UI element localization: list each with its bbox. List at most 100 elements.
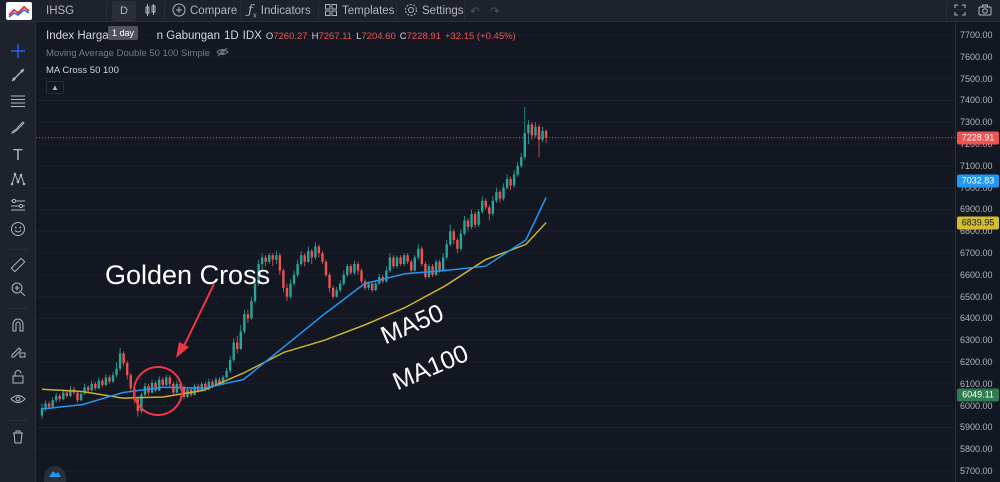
candle-body — [275, 255, 278, 260]
zoom-tool[interactable] — [6, 280, 30, 302]
candle-body — [40, 407, 44, 416]
price-tick-label: 6200.00 — [960, 357, 993, 368]
candle-body — [104, 377, 108, 385]
candle-body — [335, 290, 338, 297]
settings-label: Settings — [422, 5, 464, 17]
compare-button[interactable]: Compare — [172, 0, 237, 22]
fullscreen-button[interactable] — [954, 0, 966, 22]
candle-body — [367, 283, 370, 288]
candle-body — [278, 255, 282, 271]
logo-icon[interactable] — [0, 0, 38, 22]
price-tick-label: 7700.00 — [960, 30, 993, 41]
price-tick-label: 7500.00 — [960, 73, 993, 84]
undo-button[interactable]: ↶ — [470, 0, 480, 22]
interval-button[interactable]: D — [112, 1, 136, 21]
price-tick-label: 5900.00 — [960, 422, 993, 433]
trend-line-tool[interactable] — [6, 66, 30, 88]
candle-body — [214, 379, 218, 387]
pattern-icon — [10, 171, 26, 192]
pattern-tool[interactable] — [6, 170, 30, 192]
symbol-label: IHSG — [46, 5, 75, 17]
candle-body — [385, 270, 388, 282]
fib-retracement-icon — [10, 93, 26, 114]
candle-body — [346, 266, 349, 275]
ma100-tag: 6839.95 — [957, 216, 999, 230]
high-value: 7267.11 — [318, 31, 353, 42]
price-chart[interactable] — [36, 22, 955, 482]
lock-drawings-tool[interactable] — [6, 342, 30, 364]
price-tick-label: 7300.00 — [960, 117, 993, 128]
lock-tool[interactable] — [6, 368, 30, 390]
open-label: O — [265, 31, 274, 42]
zoom-in-icon — [10, 281, 26, 302]
candle-body — [481, 200, 484, 212]
candle-body — [466, 220, 470, 227]
candle-body — [296, 263, 299, 275]
candle-body — [257, 263, 260, 284]
templates-button[interactable]: Templates — [324, 0, 394, 22]
crosshair-icon — [10, 43, 26, 64]
emoji-tool[interactable] — [6, 220, 30, 242]
redo-button[interactable]: ↷ — [490, 0, 500, 22]
collapse-legend-button[interactable]: ▲ — [46, 81, 64, 94]
hide-eye-icon[interactable] — [216, 47, 229, 60]
compare-label: Compare — [190, 5, 238, 17]
candle-body — [303, 255, 306, 262]
brush-tool[interactable] — [6, 118, 30, 140]
candle-body — [47, 403, 51, 407]
symbol-legend[interactable]: Index Harga n Gabungan 1D IDX O7260.27 H7267.… — [46, 30, 524, 42]
remove-drawings-tool[interactable] — [6, 428, 30, 450]
divider — [240, 2, 241, 20]
magnet-tool[interactable] — [6, 316, 30, 338]
indicator-legend-ma-cross[interactable]: MA Cross 50 100 — [46, 65, 119, 76]
candle-body — [512, 174, 516, 186]
indicator-legend-ma-double[interactable]: Moving Average Double 50 100 Simple — [46, 47, 229, 60]
measure-tool[interactable] — [6, 256, 30, 278]
candle-body — [399, 257, 402, 264]
interval-tooltip: 1 day — [108, 26, 139, 40]
price-axis[interactable]: 7700.007600.007500.007400.007300.007200.… — [955, 22, 1000, 482]
fib-tool[interactable] — [6, 92, 30, 114]
candle-body — [246, 314, 250, 319]
price-tick-label: 6400.00 — [960, 313, 993, 324]
undo-icon: ↶ — [470, 6, 480, 18]
indicators-button[interactable]: ƒx Indicators — [248, 0, 311, 22]
price-tick-label: 5700.00 — [960, 466, 993, 477]
candle-body — [459, 233, 463, 249]
divider — [318, 2, 319, 20]
divider — [8, 420, 28, 421]
candle-body — [445, 244, 448, 258]
candle-body — [111, 375, 115, 382]
symbol-search[interactable]: IHSG — [46, 0, 74, 22]
text-tool[interactable]: T — [6, 144, 30, 166]
snapshot-button[interactable] — [978, 0, 992, 22]
price-tick-label: 7400.00 — [960, 95, 993, 106]
low-label: L — [356, 31, 362, 42]
candle-body — [328, 274, 331, 288]
ma-cross-tag: 6049.11 — [957, 388, 999, 402]
candle-body — [90, 383, 93, 391]
candle-body — [417, 248, 420, 258]
sliders-icon — [10, 197, 26, 218]
annotation-arrow-shaft — [181, 283, 215, 351]
visibility-tool[interactable] — [6, 390, 30, 412]
candle-body — [370, 283, 374, 291]
candle-body — [239, 331, 242, 350]
prediction-tool[interactable] — [6, 196, 30, 218]
candle-body — [498, 192, 502, 199]
candle-body — [353, 263, 356, 273]
price-tick-label: 6600.00 — [960, 269, 993, 280]
close-value: 7228.91 — [406, 31, 441, 42]
candle-body — [541, 131, 544, 140]
candle-body — [544, 131, 548, 138]
candle-body — [207, 381, 211, 390]
candle-body — [537, 126, 541, 140]
scroll-to-realtime-button[interactable] — [44, 466, 66, 482]
low-value: 7204.60 — [361, 31, 396, 42]
candle-body — [527, 124, 530, 134]
chart-type-button[interactable] — [144, 0, 158, 22]
crosshair-tool[interactable] — [6, 42, 30, 64]
candle-body — [356, 263, 360, 271]
settings-button[interactable]: Settings — [404, 0, 464, 22]
candle-body — [505, 178, 509, 188]
